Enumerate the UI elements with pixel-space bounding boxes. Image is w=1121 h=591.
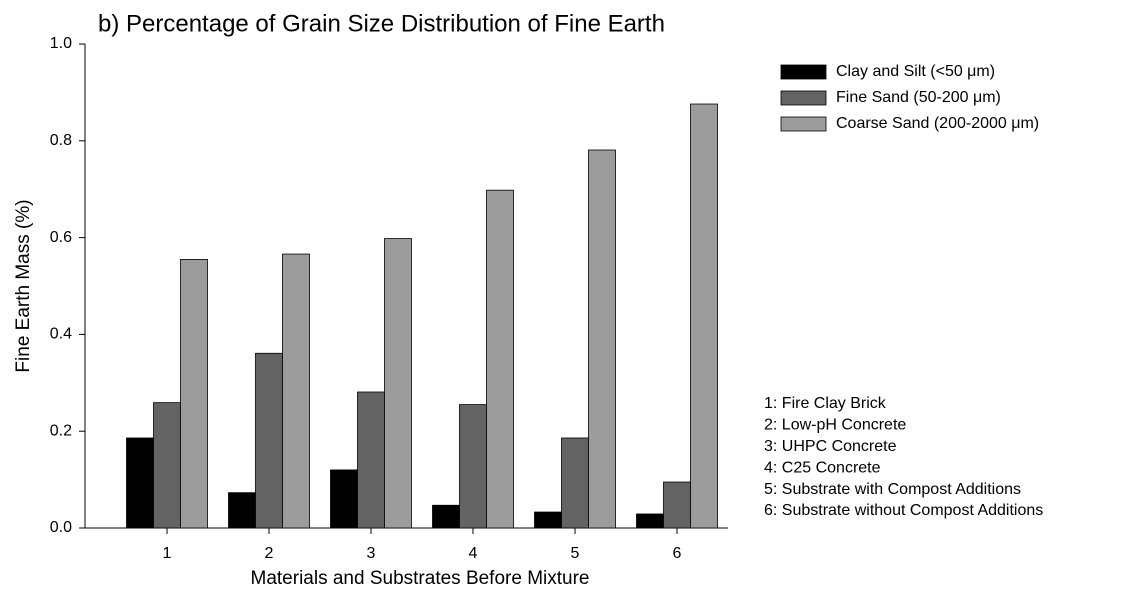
note: 3: UHPC Concrete: [764, 438, 897, 455]
bar: [330, 469, 358, 529]
legend-swatch: [780, 90, 827, 106]
note: 2: Low-pH Concrete: [764, 417, 906, 434]
y-tick-label: 1.0: [50, 35, 72, 52]
bar: [588, 149, 616, 529]
bar: [432, 504, 460, 529]
legend-label: Fine Sand (50-200 μm): [836, 89, 1001, 106]
bar: [180, 258, 208, 529]
legend-label: Clay and Silt (<50 μm): [836, 63, 995, 80]
x-tick-label: 2: [265, 545, 274, 562]
bar: [126, 437, 154, 529]
bar: [561, 437, 589, 529]
x-tick-label: 5: [571, 545, 580, 562]
bar: [486, 189, 514, 529]
legend-label: Coarse Sand (200-2000 μm): [836, 115, 1039, 132]
chart-title: b) Percentage of Grain Size Distribution…: [98, 10, 665, 37]
y-tick-label: 0.0: [50, 519, 72, 536]
x-tick-label: 6: [673, 545, 682, 562]
bar: [153, 402, 181, 529]
note: 5: Substrate with Compost Additions: [764, 481, 1021, 498]
bar: [228, 492, 256, 529]
bar: [690, 103, 718, 529]
x-tick-label: 1: [163, 545, 172, 562]
bar: [282, 253, 310, 529]
y-tick-label: 0.4: [50, 326, 72, 343]
y-tick-label: 0.2: [50, 422, 72, 439]
x-tick-label: 3: [367, 545, 376, 562]
note: 6: Substrate without Compost Additions: [764, 502, 1043, 519]
x-tick-label: 4: [469, 545, 478, 562]
y-tick-label: 0.6: [50, 229, 72, 246]
bar: [534, 511, 562, 529]
bar: [636, 513, 664, 529]
bar: [255, 352, 283, 529]
y-tick-label: 0.8: [50, 132, 72, 149]
note: 1: Fire Clay Brick: [764, 395, 887, 412]
bar: [663, 481, 691, 529]
note: 4: C25 Concrete: [764, 459, 881, 476]
legend-swatch: [780, 64, 827, 80]
y-axis-label: Fine Earth Mass (%): [13, 199, 34, 372]
bar: [357, 391, 385, 529]
bar: [384, 238, 412, 529]
legend-swatch: [780, 116, 827, 132]
x-axis-label: Materials and Substrates Before Mixture: [251, 568, 590, 589]
bar: [459, 404, 487, 529]
